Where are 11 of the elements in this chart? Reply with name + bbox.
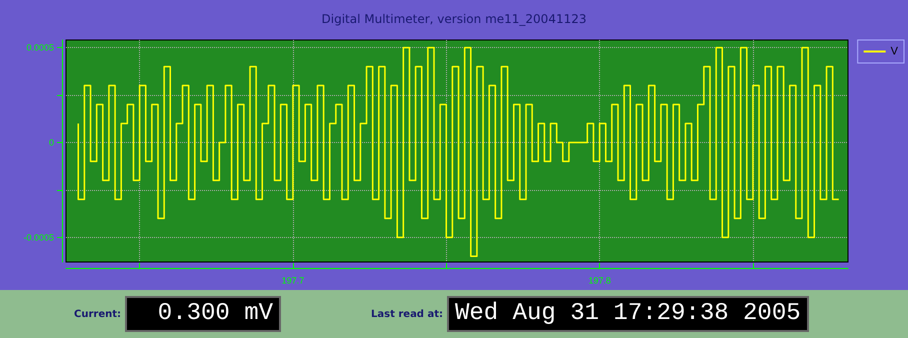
legend-label: V bbox=[890, 46, 899, 58]
text: 0.300 mV bbox=[125, 296, 282, 332]
text: Current: bbox=[74, 308, 122, 320]
x-tick-label: 197.8 bbox=[588, 276, 611, 286]
text: Wed Aug 31 17:29:38 2005 bbox=[446, 296, 809, 332]
y-tick-label: 0.0005 bbox=[26, 42, 54, 53]
text: Last read at: bbox=[371, 308, 443, 320]
chart-title: Digital Multimeter, version me11_20041123 bbox=[322, 12, 586, 26]
y-tick-label: -0.0005 bbox=[23, 232, 54, 242]
y-tick-label: 0 bbox=[48, 137, 54, 148]
x-tick-label: 197.7 bbox=[282, 276, 304, 286]
